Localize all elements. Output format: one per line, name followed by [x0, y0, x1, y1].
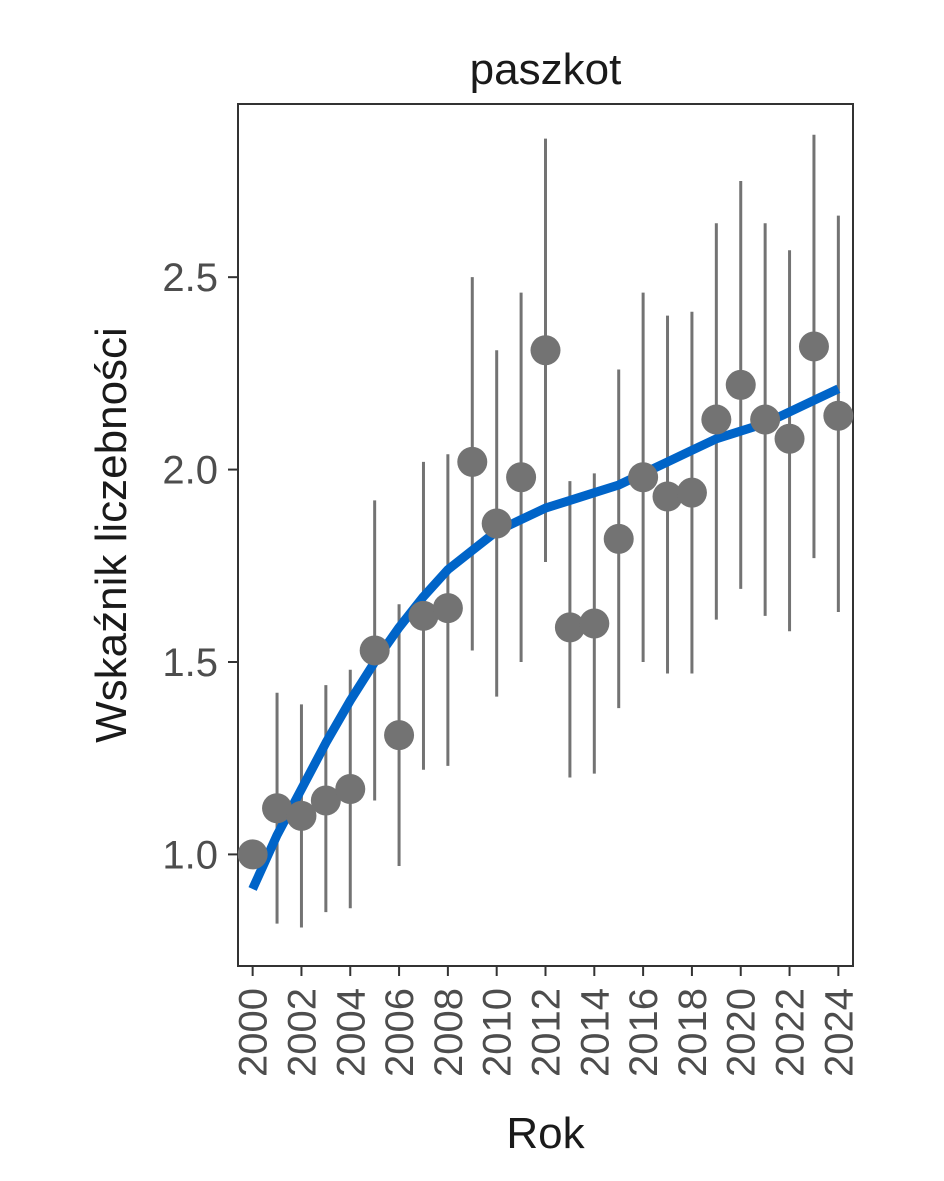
x-tick-label: 2018 — [671, 988, 715, 1077]
data-point — [457, 446, 488, 477]
x-tick-label: 2022 — [769, 988, 813, 1077]
data-point — [652, 481, 683, 512]
data-point — [286, 800, 317, 831]
data-point — [237, 839, 268, 870]
data-point — [750, 404, 781, 435]
data-point — [408, 600, 439, 631]
data-point — [579, 608, 610, 639]
x-tick-label: 2014 — [573, 988, 617, 1077]
data-point — [603, 523, 634, 554]
x-tick-label: 2016 — [622, 988, 666, 1077]
y-tick-label: 1.0 — [162, 833, 218, 877]
data-point — [384, 720, 415, 751]
x-tick-label: 2020 — [720, 988, 764, 1077]
data-point — [506, 462, 537, 493]
y-tick-label: 2.0 — [162, 449, 218, 493]
x-tick-label: 2000 — [232, 988, 276, 1077]
data-point — [701, 404, 732, 435]
data-point — [798, 331, 829, 362]
data-point — [628, 462, 659, 493]
data-point — [432, 593, 463, 624]
data-point — [310, 785, 341, 816]
y-axis-title: Wskaźnik liczebności — [87, 327, 136, 743]
data-point — [359, 635, 390, 666]
y-axis: 1.0 1.5 2.0 2.5 — [162, 256, 238, 877]
x-tick-label: 2024 — [817, 988, 861, 1077]
data-point — [262, 793, 293, 824]
x-axis-title: Rok — [506, 1109, 585, 1158]
data-point — [335, 773, 366, 804]
trend-line — [248, 384, 841, 891]
data-point — [774, 423, 805, 454]
x-tick-label: 2002 — [280, 988, 324, 1077]
x-tick-label: 2008 — [427, 988, 471, 1077]
x-axis: 2000 2002 2004 2006 2008 2010 2012 2014 2016 2018… — [232, 966, 861, 1077]
x-tick-label: 2010 — [476, 988, 520, 1077]
y-tick-label: 1.5 — [162, 641, 218, 685]
chart-title: paszkot — [470, 45, 622, 94]
data-point — [823, 400, 854, 431]
trend-line-group — [248, 384, 841, 891]
data-point — [676, 477, 707, 508]
data-points — [237, 331, 854, 870]
x-tick-label: 2004 — [329, 988, 373, 1077]
data-point — [725, 369, 756, 400]
data-point — [481, 508, 512, 539]
data-point — [554, 612, 585, 643]
y-tick-label: 2.5 — [162, 256, 218, 300]
x-tick-label: 2006 — [378, 988, 422, 1077]
x-tick-label: 2012 — [525, 988, 569, 1077]
data-point — [530, 335, 561, 366]
